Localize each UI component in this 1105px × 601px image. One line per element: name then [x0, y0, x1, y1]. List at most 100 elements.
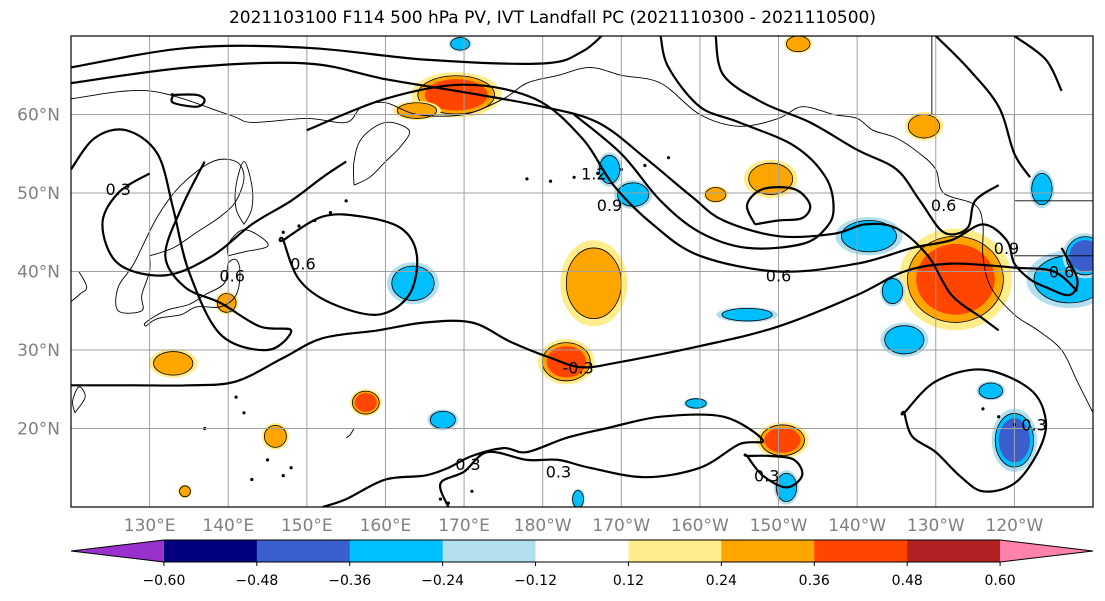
positive-pv-region — [349, 389, 382, 417]
contour-labels: 0.3 0.6 0.6 0.9 1.2 0.6 0.6 0.9 0.6 -0.3 0.3 0.3 0.3… — [105, 164, 1074, 485]
pv-fill-level — [748, 162, 794, 195]
contour-line — [745, 186, 812, 226]
negative-pv-region — [976, 381, 1006, 401]
coastline — [115, 158, 245, 314]
island — [997, 415, 1001, 419]
pv-fill-level — [354, 393, 377, 413]
contour-line — [306, 83, 1079, 297]
negative-pv-region — [880, 275, 905, 307]
positive-pv-region — [703, 185, 729, 204]
negative-pv-region — [835, 217, 903, 256]
colorbar-extend-low — [71, 540, 164, 562]
contour-line — [71, 128, 293, 352]
coastline — [71, 66, 1093, 414]
pv-fill-level — [429, 410, 456, 429]
pv-fill-level — [786, 36, 811, 53]
lon-tick-label: 140°E — [202, 516, 254, 536]
colorbar-segment — [535, 540, 629, 562]
lat-tick-label: 60°N — [17, 106, 60, 126]
lon-tick-label: 150°E — [281, 516, 333, 536]
lat-tick-label: 40°N — [17, 263, 60, 283]
colorbar-tick-label: 0.12 — [613, 573, 644, 589]
island — [981, 407, 985, 411]
pv-fill-level — [179, 485, 191, 498]
contour-label: 0.3 — [105, 180, 130, 199]
pv-fill-level — [705, 187, 727, 203]
island — [572, 175, 576, 179]
colorbar-tick-label: −0.24 — [421, 573, 464, 589]
contour-line — [101, 160, 347, 277]
negative-pv-region — [597, 152, 622, 187]
colorbar-segment — [349, 540, 444, 562]
lon-tick-label: 130°E — [124, 516, 176, 536]
contour-line — [743, 453, 804, 489]
lat-tick-label: 30°N — [17, 341, 60, 361]
gridlines — [71, 36, 1093, 507]
pv-fill-level — [546, 346, 586, 378]
contour-lines — [71, 36, 1079, 507]
colorbar-tick-label: −0.60 — [142, 573, 185, 589]
pv-fill-level — [978, 382, 1003, 400]
negative-pv-region — [991, 408, 1038, 472]
island — [234, 395, 238, 399]
colorbar-extend-high — [1000, 540, 1093, 562]
colorbar-tick-label: 0.48 — [892, 573, 923, 589]
pv-fill-level — [884, 325, 925, 355]
pv-fill-level — [450, 37, 470, 51]
island — [525, 177, 529, 181]
colorbar-segment — [163, 540, 258, 562]
island — [596, 171, 600, 175]
island — [666, 156, 671, 160]
colorbar-tick-label: 0.24 — [706, 573, 737, 589]
contour-label: 0.3 — [455, 455, 480, 474]
pv-fill-level — [216, 293, 237, 313]
contour-label: 0.6 — [766, 266, 791, 285]
lon-tick-label: 170°W — [592, 516, 650, 536]
contour-line — [71, 262, 1079, 387]
colorbar-tick-label: −0.36 — [328, 573, 371, 589]
island — [250, 477, 254, 482]
island — [297, 224, 301, 228]
contour-label: 0.6 — [931, 196, 956, 215]
positive-pv-region — [783, 36, 813, 54]
positive-pv-region — [756, 422, 809, 459]
lat-tick-label: 20°N — [17, 420, 60, 440]
coastline — [352, 121, 411, 186]
coastline — [143, 258, 241, 327]
island — [548, 179, 553, 183]
contour-line — [935, 36, 1032, 178]
pv-fill-level — [881, 278, 904, 305]
positive-pv-region — [904, 111, 944, 141]
contour-label: -0.3 — [562, 358, 593, 377]
contour-label: 0.6 — [219, 266, 244, 285]
contour-line — [322, 413, 765, 507]
contour-label: 0.9 — [597, 196, 622, 215]
lon-tick-label: 160°W — [671, 516, 729, 536]
colorbar-segment — [721, 540, 815, 562]
colorbar: −0.60 −0.48 −0.36 −0.24 −0.12 0.12 0.24 0.36 0.4… — [70, 539, 1094, 589]
coastline — [71, 271, 88, 327]
positive-pv-region — [743, 159, 798, 199]
pv-fill-level — [764, 427, 801, 453]
contour-label: 0.6 — [290, 255, 315, 274]
colorbar-segment — [256, 540, 351, 562]
chart-title: 2021103100 F114 500 hPa PV, IVT Landfall… — [228, 8, 876, 28]
contour-line — [714, 36, 1000, 236]
island — [281, 474, 285, 478]
map-frame — [70, 35, 1094, 508]
lon-tick-label: 140°W — [828, 516, 886, 536]
contour-line — [278, 213, 419, 316]
colorbar-segment — [814, 540, 908, 562]
contour-label: 0.3 — [546, 463, 571, 482]
positive-pv-region — [261, 422, 289, 450]
negative-pv-region — [571, 488, 585, 507]
negative-pv-region — [1029, 169, 1055, 209]
contour-label: 1.2 — [581, 164, 606, 183]
colorbar-segment — [907, 540, 1001, 562]
contour-line — [573, 36, 835, 250]
colorbar-segment — [442, 540, 537, 562]
contour-line — [71, 61, 1000, 332]
colorbar-tick-label: 0.60 — [985, 573, 1016, 589]
negative-pv-region — [448, 36, 472, 52]
